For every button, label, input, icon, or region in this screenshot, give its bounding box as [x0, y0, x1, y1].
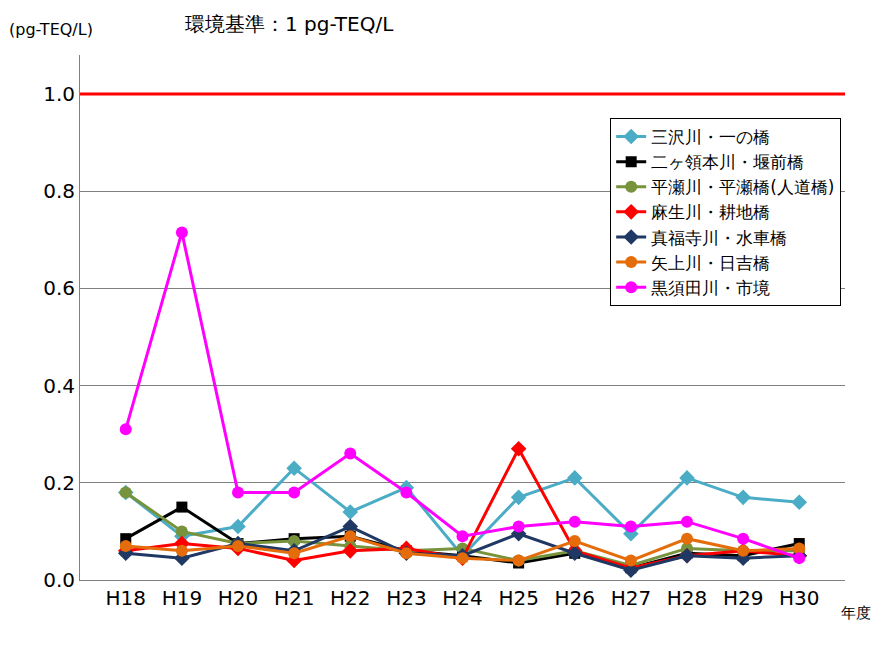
- svg-text:H20: H20: [218, 586, 259, 610]
- svg-text:H23: H23: [386, 586, 427, 610]
- svg-text:環境基準：1 pg-TEQ/L: 環境基準：1 pg-TEQ/L: [185, 12, 394, 36]
- svg-text:H22: H22: [330, 586, 371, 610]
- svg-text:H26: H26: [555, 586, 596, 610]
- svg-text:麻生川・耕地橋: 麻生川・耕地橋: [651, 202, 770, 222]
- svg-text:真福寺川・水車橋: 真福寺川・水車橋: [651, 228, 787, 248]
- svg-text:0.0: 0.0: [43, 568, 75, 592]
- svg-text:H29: H29: [723, 586, 764, 610]
- svg-text:0.2: 0.2: [43, 471, 75, 495]
- svg-text:平瀬川・平瀬橋(人道橋): 平瀬川・平瀬橋(人道橋): [651, 177, 834, 197]
- svg-text:H30: H30: [779, 586, 820, 610]
- svg-text:黒須田川・市境: 黒須田川・市境: [651, 278, 770, 298]
- svg-text:H28: H28: [667, 586, 708, 610]
- svg-text:H25: H25: [498, 586, 539, 610]
- svg-text:0.8: 0.8: [43, 179, 75, 203]
- svg-text:1.0: 1.0: [43, 82, 75, 106]
- svg-text:H18: H18: [106, 586, 147, 610]
- svg-text:0.4: 0.4: [43, 374, 75, 398]
- svg-text:二ヶ領本川・堰前橋: 二ヶ領本川・堰前橋: [651, 152, 804, 172]
- svg-text:矢上川・日吉橋: 矢上川・日吉橋: [651, 253, 770, 273]
- svg-text:H21: H21: [274, 586, 315, 610]
- svg-text:H24: H24: [442, 586, 483, 610]
- svg-text:(pg-TEQ/L): (pg-TEQ/L): [9, 20, 93, 39]
- svg-text:三沢川・一の橋: 三沢川・一の橋: [651, 127, 770, 147]
- svg-text:H27: H27: [611, 586, 652, 610]
- svg-text:0.6: 0.6: [43, 276, 75, 300]
- svg-text:年度: 年度: [841, 604, 871, 622]
- svg-text:H19: H19: [162, 586, 203, 610]
